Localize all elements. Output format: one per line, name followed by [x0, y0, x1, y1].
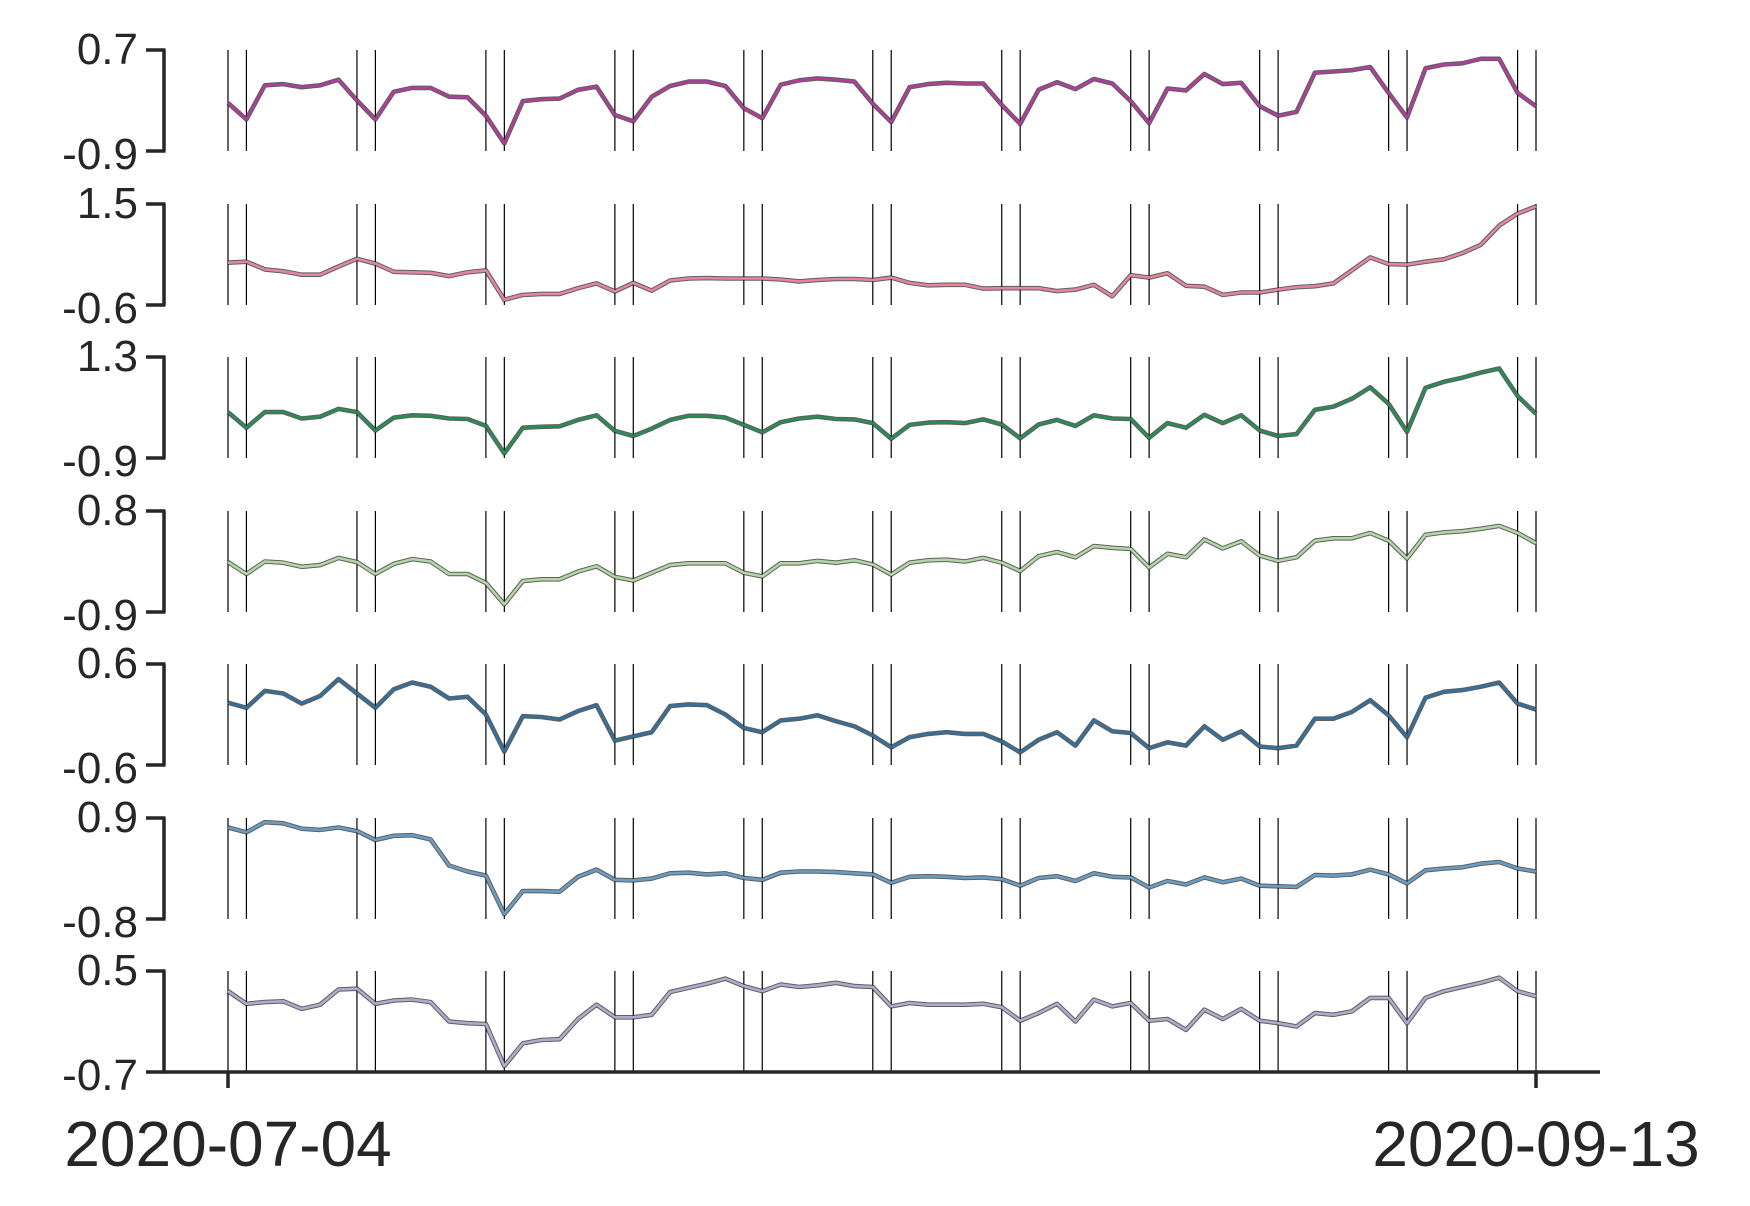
series-line-2	[227, 205, 1537, 302]
y-tick-label-bottom-7: -0.7	[62, 1051, 138, 1100]
y-tick-label-bottom-1: -0.9	[62, 130, 138, 179]
panel-6: 0.9 -0.8	[62, 793, 1537, 947]
x-axis: 2020-07-04 2020-09-13	[64, 1070, 1700, 1180]
y-tick-label-top-1: 0.7	[77, 25, 138, 74]
y-tick-label-top-7: 0.5	[77, 946, 138, 995]
panel-7: 0.5 -0.7	[62, 946, 1537, 1100]
series-line-3	[227, 367, 1537, 455]
panel-5: 0.6 -0.6	[62, 639, 1537, 793]
panel-4: 0.8 -0.9	[62, 486, 1538, 640]
y-tick-label-top-2: 1.5	[77, 179, 138, 228]
series-line-6	[227, 820, 1537, 916]
series-line-4	[227, 524, 1537, 606]
y-tick-label-top-5: 0.6	[77, 639, 138, 688]
series-line-1	[227, 57, 1537, 145]
y-tick-label-bottom-6: -0.8	[62, 898, 138, 947]
panel-2: 1.5 -0.6	[62, 179, 1537, 333]
series-line-5	[227, 677, 1537, 754]
y-tick-label-bottom-5: -0.6	[62, 744, 138, 793]
y-tick-label-top-6: 0.9	[77, 793, 138, 842]
x-tick-label-end: 2020-09-13	[1372, 1108, 1699, 1180]
series-outline-7	[226, 975, 1537, 1069]
x-tick-label-start: 2020-07-04	[64, 1108, 391, 1180]
y-tick-label-top-4: 0.8	[77, 486, 138, 535]
y-tick-label-bottom-3: -0.9	[62, 437, 138, 486]
series-outline-2	[227, 204, 1537, 303]
panel-1: 0.7 -0.9	[62, 25, 1538, 179]
y-tick-label-bottom-2: -0.6	[62, 284, 138, 333]
y-tick-label-top-3: 1.3	[77, 332, 138, 381]
series-line-7	[227, 976, 1537, 1068]
y-tick-label-bottom-4: -0.9	[62, 591, 138, 640]
series-outline-3	[226, 366, 1538, 456]
series-outline-6	[227, 819, 1537, 917]
panels: 0.7-0.91.5-0.61.3-0.90.8-0.90.6-0.60.9-0…	[62, 25, 1538, 1100]
panel-3: 1.3 -0.9	[62, 332, 1538, 486]
